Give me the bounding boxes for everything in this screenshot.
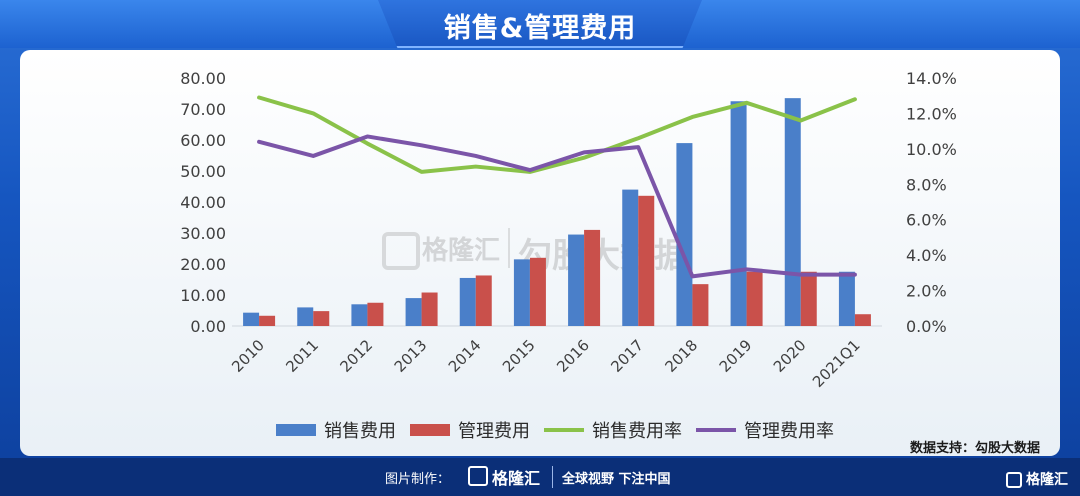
y-right-tick-label: 2.0%	[906, 282, 947, 301]
bar-admin	[800, 271, 817, 326]
y-left-tick-label: 30.00	[180, 224, 226, 243]
y-left-tick-label: 80.00	[180, 69, 226, 88]
x-tick-label: 2019	[716, 336, 756, 376]
y-left-tick-label: 10.00	[180, 286, 226, 305]
x-tick-label: 2013	[391, 336, 431, 376]
bar-sales	[676, 143, 693, 326]
y-left-tick-label: 20.00	[180, 255, 226, 274]
footer-made-by: 图片制作：	[385, 472, 451, 487]
x-tick-label: 2018	[662, 336, 702, 376]
bar-admin	[854, 314, 871, 326]
bar-admin	[584, 229, 601, 326]
data-source: 数据支持：勾股大数据	[909, 441, 1040, 456]
legend-swatch	[276, 424, 316, 436]
y-left-tick-label: 60.00	[180, 131, 226, 150]
y-right-tick-label: 10.0%	[906, 140, 957, 159]
title-tab	[378, 0, 702, 48]
y-right-tick-label: 4.0%	[906, 246, 947, 265]
bar-sales	[405, 298, 422, 326]
legend-label: 销售费用	[324, 421, 396, 442]
brand-logo-icon	[1006, 472, 1022, 488]
footer-divider	[552, 466, 553, 488]
bar-sales	[297, 307, 314, 326]
legend-label: 销售费用率	[592, 421, 682, 442]
y-left-tick-label: 70.00	[180, 100, 226, 119]
y-right-tick-label: 12.0%	[906, 104, 957, 123]
bar-admin	[475, 275, 492, 326]
bar-sales	[622, 189, 639, 326]
bar-admin	[421, 292, 438, 326]
bar-sales	[459, 277, 476, 326]
x-tick-label: 2016	[553, 336, 593, 376]
bar-admin	[692, 284, 709, 326]
bar-sales	[784, 98, 801, 327]
brand-logo-text: 格隆汇	[1026, 472, 1068, 488]
bar-sales	[568, 234, 585, 326]
y-right-tick-label: 6.0%	[906, 211, 947, 230]
x-tick-label: 2011	[282, 336, 322, 376]
bar-sales	[351, 304, 368, 326]
legend-label: 管理费用	[458, 421, 530, 442]
x-tick-label: 2021Q1	[809, 336, 864, 391]
y-right-tick-label: 14.0%	[906, 69, 957, 88]
page-title: 销售&管理费用	[443, 13, 637, 44]
watermark-divider	[508, 228, 510, 268]
y-left-tick-label: 0.00	[190, 317, 226, 336]
footer-logo-text: 格隆汇	[492, 469, 541, 488]
bar-sales	[838, 271, 855, 326]
x-tick-label: 2012	[337, 336, 377, 376]
x-tick-label: 2015	[499, 336, 539, 376]
bar-admin	[313, 311, 330, 326]
y-right-tick-label: 0.0%	[906, 317, 947, 336]
x-tick-label: 2017	[607, 336, 647, 376]
x-tick-label: 2010	[228, 336, 268, 376]
bar-admin	[367, 302, 384, 326]
line-admin-rate	[257, 134, 857, 279]
legend-label: 管理费用率	[744, 421, 834, 442]
footer-bar	[0, 458, 1080, 496]
y-left-tick-label: 40.00	[180, 193, 226, 212]
bar-sales	[513, 259, 530, 326]
footer-logo-icon	[468, 466, 488, 486]
watermark-text: 勾股大数据	[518, 236, 688, 276]
y-right-tick-label: 8.0%	[906, 175, 947, 194]
bar-sales	[730, 101, 747, 326]
x-tick-label: 2014	[445, 336, 485, 376]
bar-sales	[243, 312, 260, 326]
watermark-logo-icon	[382, 232, 420, 270]
watermark-logo-text: 格隆汇	[422, 236, 501, 266]
bar-admin	[638, 195, 655, 326]
chart-card	[20, 50, 1060, 456]
bar-admin	[746, 271, 763, 326]
bar-admin	[259, 315, 276, 326]
bar-admin	[529, 257, 546, 326]
x-tick-label: 2020	[770, 336, 810, 376]
y-left-tick-label: 50.00	[180, 162, 226, 181]
legend-swatch	[410, 424, 450, 436]
footer-slogan: 全球视野 下注中国	[562, 472, 671, 487]
